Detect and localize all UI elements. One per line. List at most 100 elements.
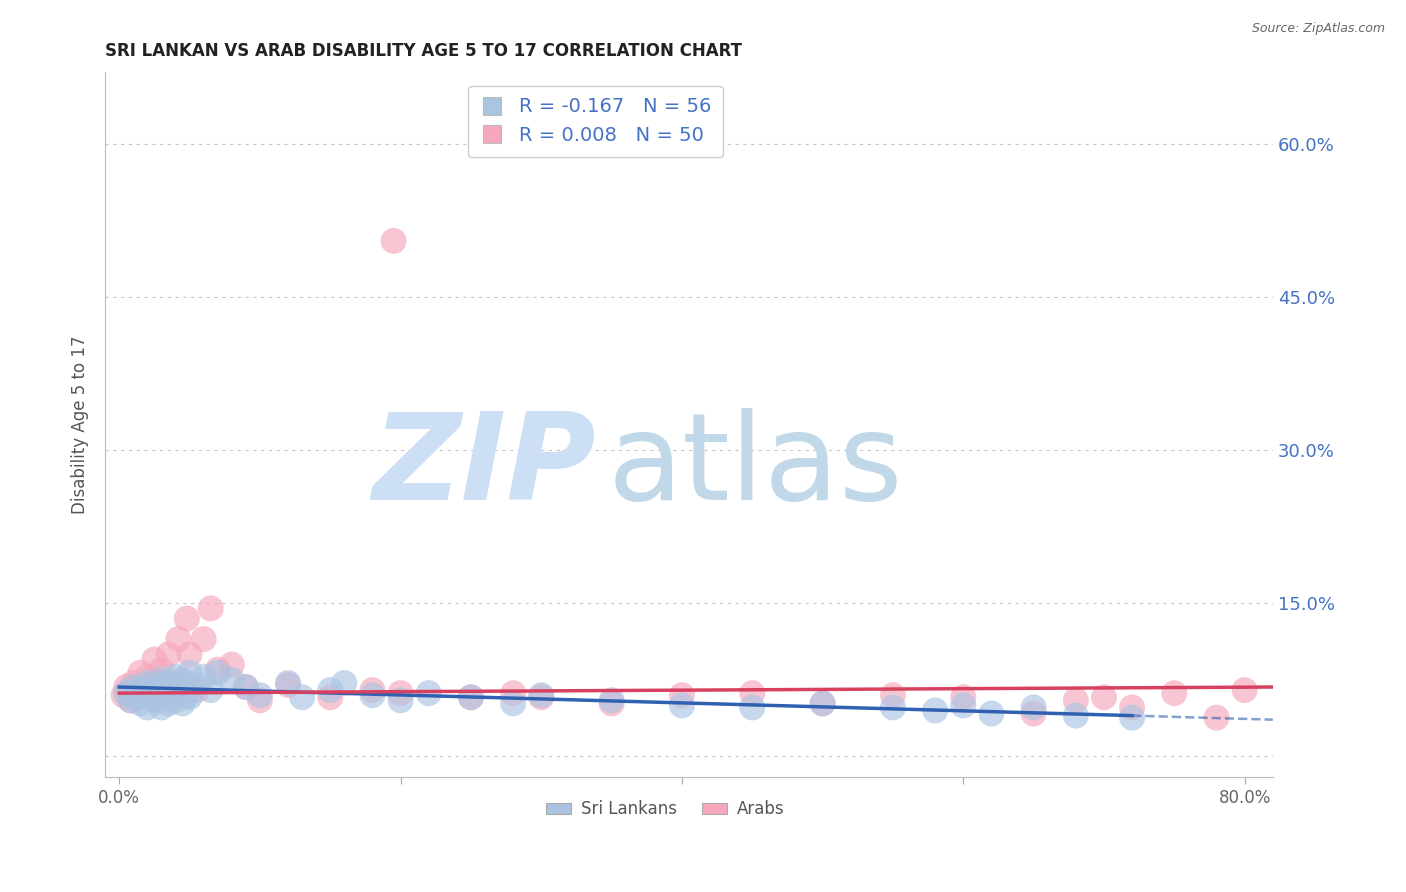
Point xyxy=(924,704,946,718)
Point xyxy=(139,683,162,698)
Point xyxy=(502,686,524,700)
Point xyxy=(122,680,145,694)
Point xyxy=(112,688,135,702)
Point xyxy=(120,693,142,707)
Point xyxy=(157,648,180,662)
Point xyxy=(600,697,623,711)
Point xyxy=(418,686,440,700)
Point xyxy=(134,688,156,702)
Point xyxy=(179,665,201,680)
Point xyxy=(129,683,152,698)
Point xyxy=(319,690,342,705)
Point xyxy=(502,697,524,711)
Point xyxy=(150,688,173,702)
Point xyxy=(249,693,271,707)
Y-axis label: Disability Age 5 to 17: Disability Age 5 to 17 xyxy=(72,335,89,514)
Point xyxy=(952,690,974,705)
Point xyxy=(115,686,138,700)
Point xyxy=(333,676,356,690)
Point xyxy=(1022,706,1045,721)
Point xyxy=(389,693,412,707)
Point xyxy=(741,686,763,700)
Point xyxy=(134,683,156,698)
Point xyxy=(530,688,553,702)
Text: atlas: atlas xyxy=(607,409,903,525)
Point xyxy=(176,688,198,702)
Point xyxy=(952,698,974,713)
Point xyxy=(153,680,176,694)
Point xyxy=(129,697,152,711)
Point xyxy=(176,612,198,626)
Point xyxy=(530,690,553,705)
Point xyxy=(319,683,342,698)
Point xyxy=(1121,711,1143,725)
Point xyxy=(179,648,201,662)
Point xyxy=(139,688,162,702)
Point xyxy=(1022,700,1045,714)
Point xyxy=(136,670,159,684)
Point xyxy=(143,652,166,666)
Point xyxy=(143,693,166,707)
Point xyxy=(165,693,187,707)
Point xyxy=(882,688,904,702)
Point xyxy=(186,683,208,698)
Point xyxy=(136,700,159,714)
Point xyxy=(115,680,138,694)
Point xyxy=(172,676,194,690)
Text: ZIP: ZIP xyxy=(371,409,596,525)
Point xyxy=(1205,711,1227,725)
Text: SRI LANKAN VS ARAB DISABILITY AGE 5 TO 17 CORRELATION CHART: SRI LANKAN VS ARAB DISABILITY AGE 5 TO 1… xyxy=(105,42,742,60)
Point xyxy=(1064,708,1087,723)
Point xyxy=(172,673,194,687)
Point xyxy=(143,678,166,692)
Point xyxy=(1064,693,1087,707)
Point xyxy=(157,676,180,690)
Point xyxy=(741,700,763,714)
Point xyxy=(150,700,173,714)
Point xyxy=(179,690,201,705)
Point xyxy=(186,678,208,692)
Point xyxy=(143,683,166,698)
Point xyxy=(1233,683,1256,698)
Point xyxy=(882,700,904,714)
Point xyxy=(167,632,190,646)
Point xyxy=(361,688,384,702)
Point xyxy=(221,673,243,687)
Point xyxy=(811,697,834,711)
Point xyxy=(193,670,215,684)
Point xyxy=(165,670,187,684)
Point xyxy=(148,693,170,707)
Point xyxy=(221,657,243,672)
Point xyxy=(200,601,222,615)
Point xyxy=(129,665,152,680)
Point xyxy=(600,693,623,707)
Point xyxy=(148,690,170,705)
Point xyxy=(162,683,184,698)
Point xyxy=(125,690,148,705)
Point xyxy=(153,676,176,690)
Point xyxy=(120,693,142,707)
Point xyxy=(811,697,834,711)
Point xyxy=(193,632,215,646)
Point xyxy=(277,678,299,692)
Point xyxy=(125,690,148,705)
Point xyxy=(1092,690,1115,705)
Point xyxy=(150,663,173,677)
Point xyxy=(460,690,482,705)
Point xyxy=(460,690,482,705)
Point xyxy=(150,688,173,702)
Text: Source: ZipAtlas.com: Source: ZipAtlas.com xyxy=(1251,22,1385,36)
Legend: Sri Lankans, Arabs: Sri Lankans, Arabs xyxy=(540,794,792,825)
Point xyxy=(382,234,405,248)
Point xyxy=(980,706,1002,721)
Point xyxy=(167,680,190,694)
Point xyxy=(291,690,314,705)
Point xyxy=(389,686,412,700)
Point xyxy=(671,698,693,713)
Point xyxy=(277,676,299,690)
Point xyxy=(172,697,194,711)
Point xyxy=(200,683,222,698)
Point xyxy=(361,683,384,698)
Point xyxy=(136,676,159,690)
Point xyxy=(162,683,184,698)
